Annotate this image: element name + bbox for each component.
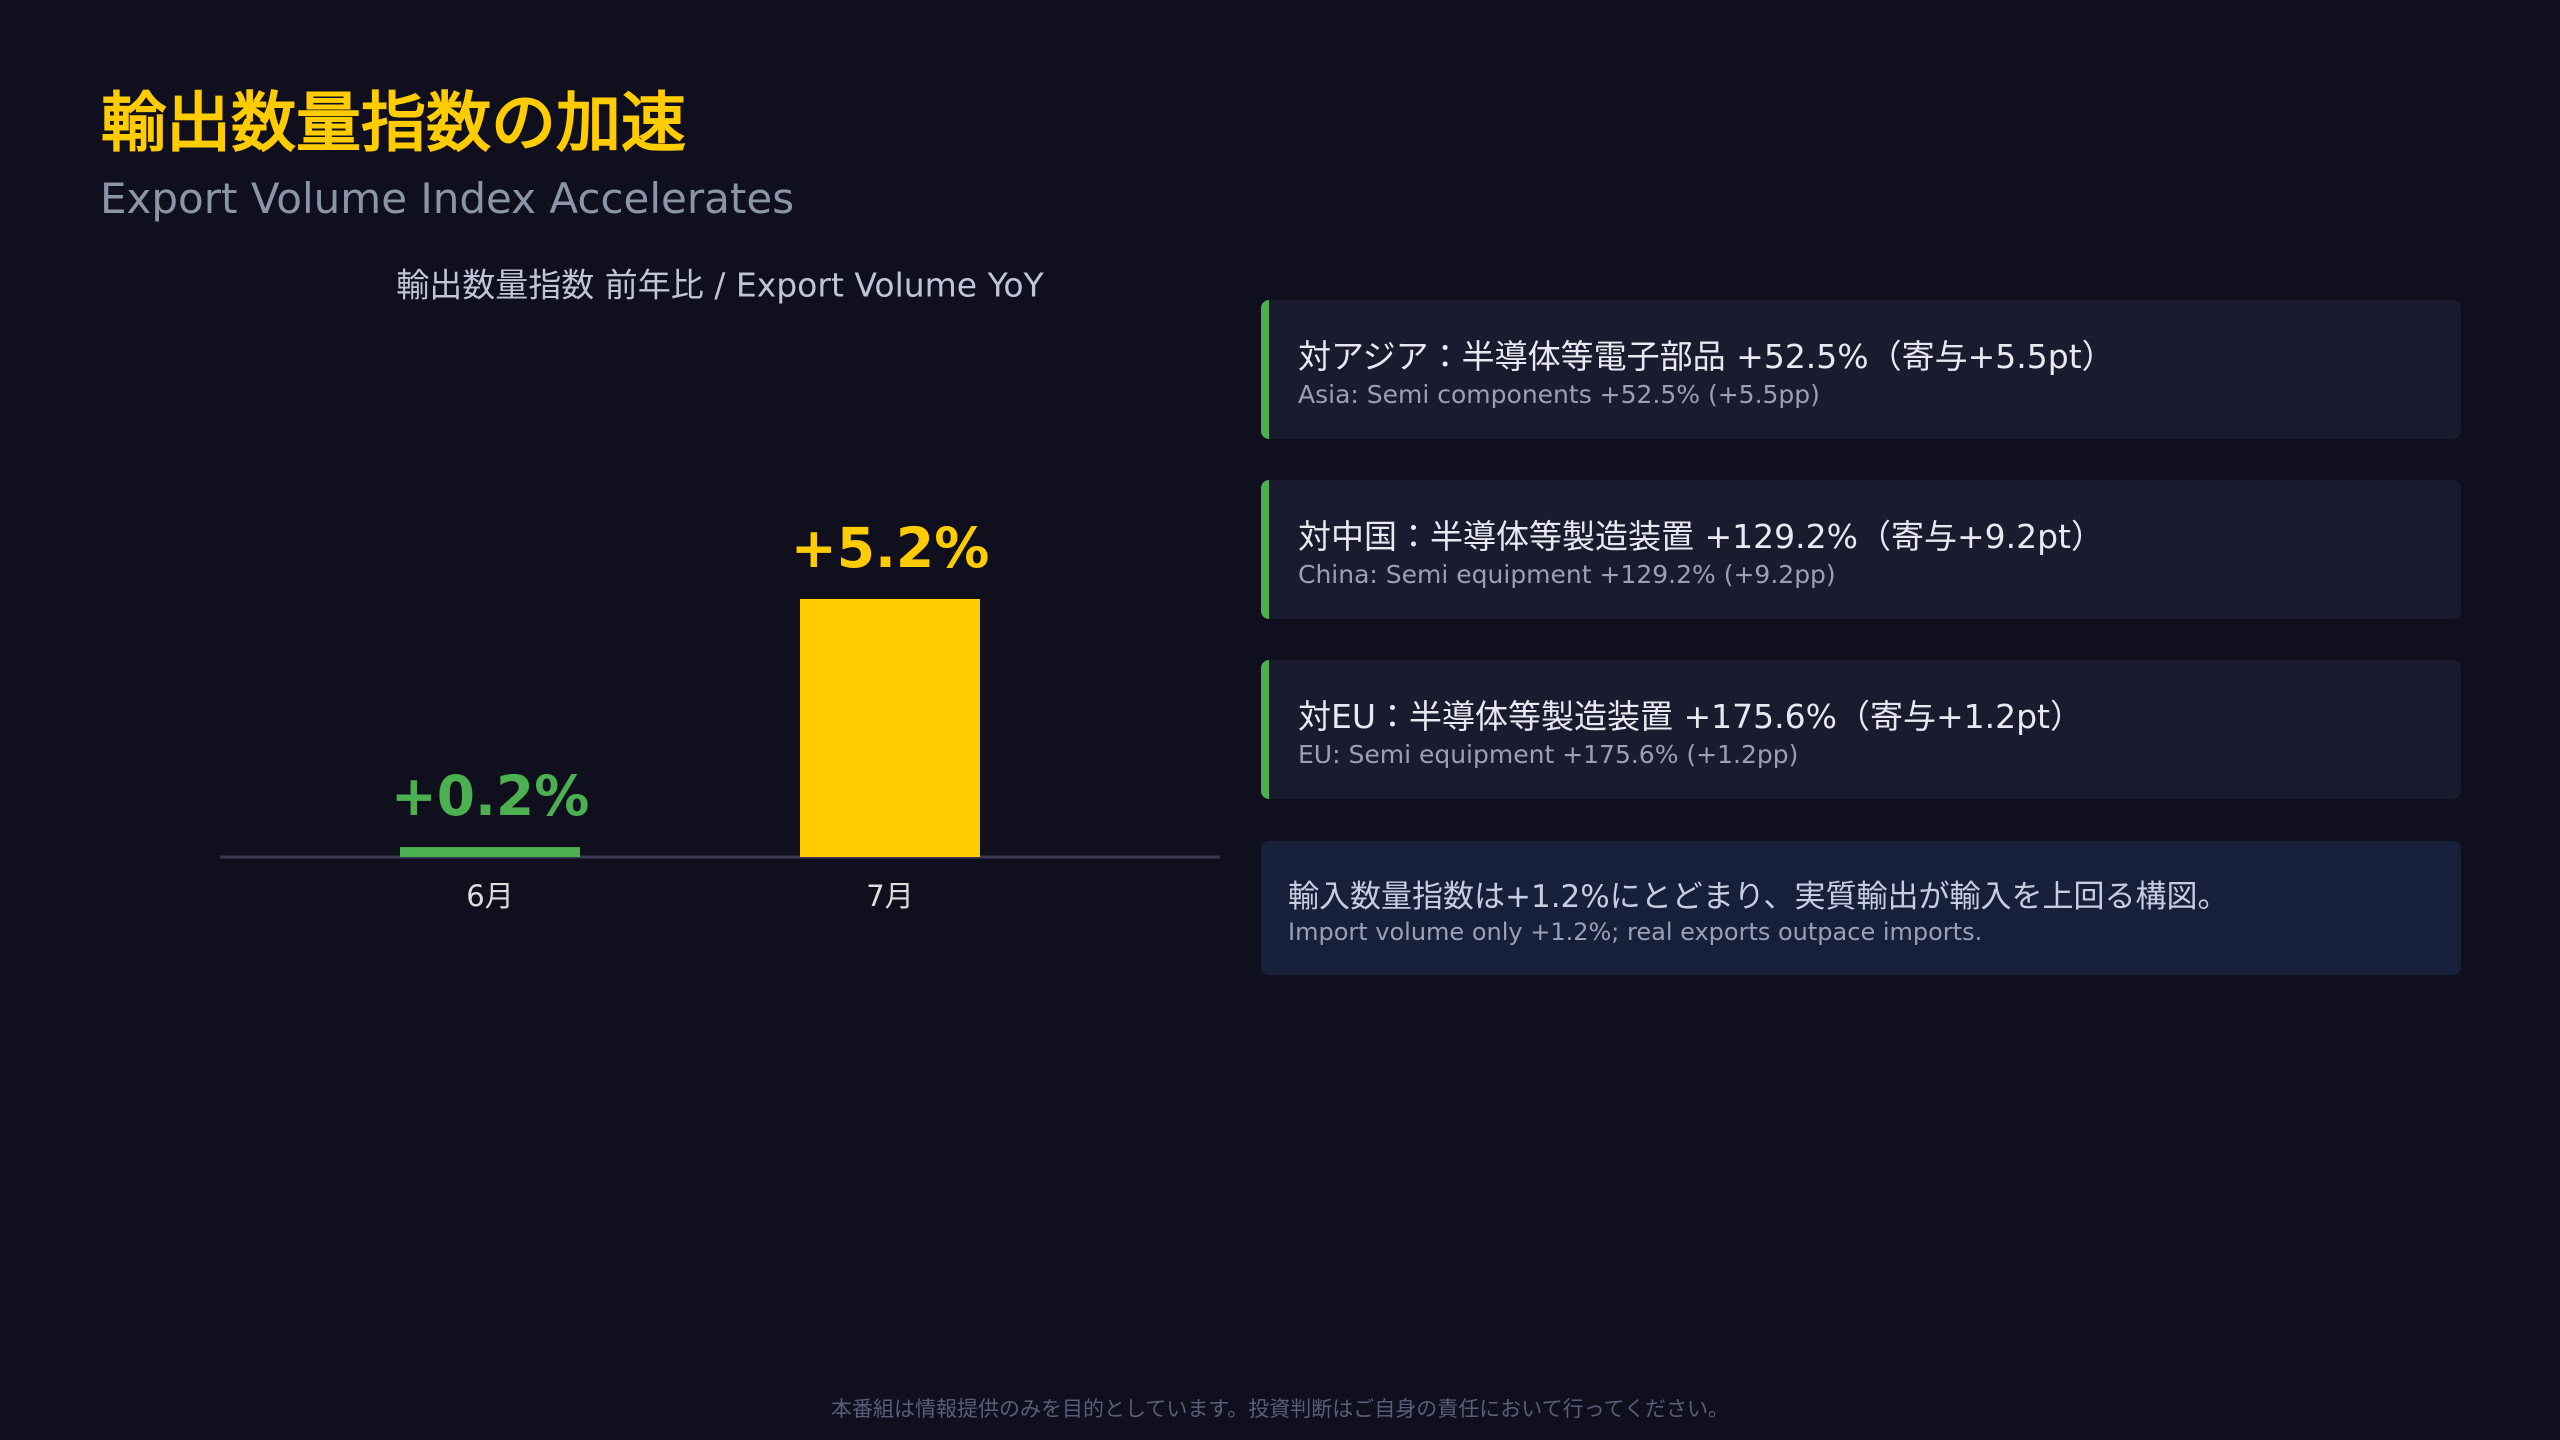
chart: 輸出数量指数 前年比 / Export Volume YoY +0.2% 6月 +5… xyxy=(220,266,1220,913)
note-card: 輸入数量指数は+1.2%にとどまり、実質輸出が輸入を上回る構図。 Import … xyxy=(1261,841,2461,975)
page-subtitle: Export Volume Index Accelerates xyxy=(100,174,795,223)
info-card: 対中国：半導体等製造装置 +129.2%（寄与+9.2pt） China: Sem… xyxy=(1261,480,2461,619)
page-title: 輸出数量指数の加速 xyxy=(101,86,687,161)
card-subtitle: China: Semi equipment +129.2% (+9.2pp) xyxy=(1298,560,1836,589)
note-subtitle: Import volume only +1.2%; real exports o… xyxy=(1288,918,1983,946)
chart-title: 輸出数量指数 前年比 / Export Volume YoY xyxy=(396,266,1044,305)
value-label: +0.2% xyxy=(391,764,590,828)
info-card: 対EU：半導体等製造装置 +175.6%（寄与+1.2pt） EU: Semi e… xyxy=(1261,660,2461,799)
bar xyxy=(400,847,580,857)
bar xyxy=(800,599,980,857)
card-subtitle: Asia: Semi components +52.5% (+5.5pp) xyxy=(1298,380,1820,409)
card-title: 対EU：半導体等製造装置 +175.6%（寄与+1.2pt） xyxy=(1298,697,2083,736)
value-label: +5.2% xyxy=(791,516,990,580)
info-card: 対アジア：半導体等電子部品 +52.5%（寄与+5.5pt） Asia: Semi… xyxy=(1261,300,2461,439)
card-title: 対アジア：半導体等電子部品 +52.5%（寄与+5.5pt） xyxy=(1298,337,2115,376)
footer: 本番組は情報提供のみを目的としています。投資判断はご自身の責任において行ってくだ… xyxy=(831,1397,1729,1421)
note-title: 輸入数量指数は+1.2%にとどまり、実質輸出が輸入を上回る構図。 xyxy=(1288,879,2229,915)
card-title: 対中国：半導体等製造装置 +129.2%（寄与+9.2pt） xyxy=(1298,517,2104,556)
x-tick-label: 6月 xyxy=(466,879,513,913)
x-tick-label: 7月 xyxy=(866,879,913,913)
card-subtitle: EU: Semi equipment +175.6% (+1.2pp) xyxy=(1298,740,1799,769)
